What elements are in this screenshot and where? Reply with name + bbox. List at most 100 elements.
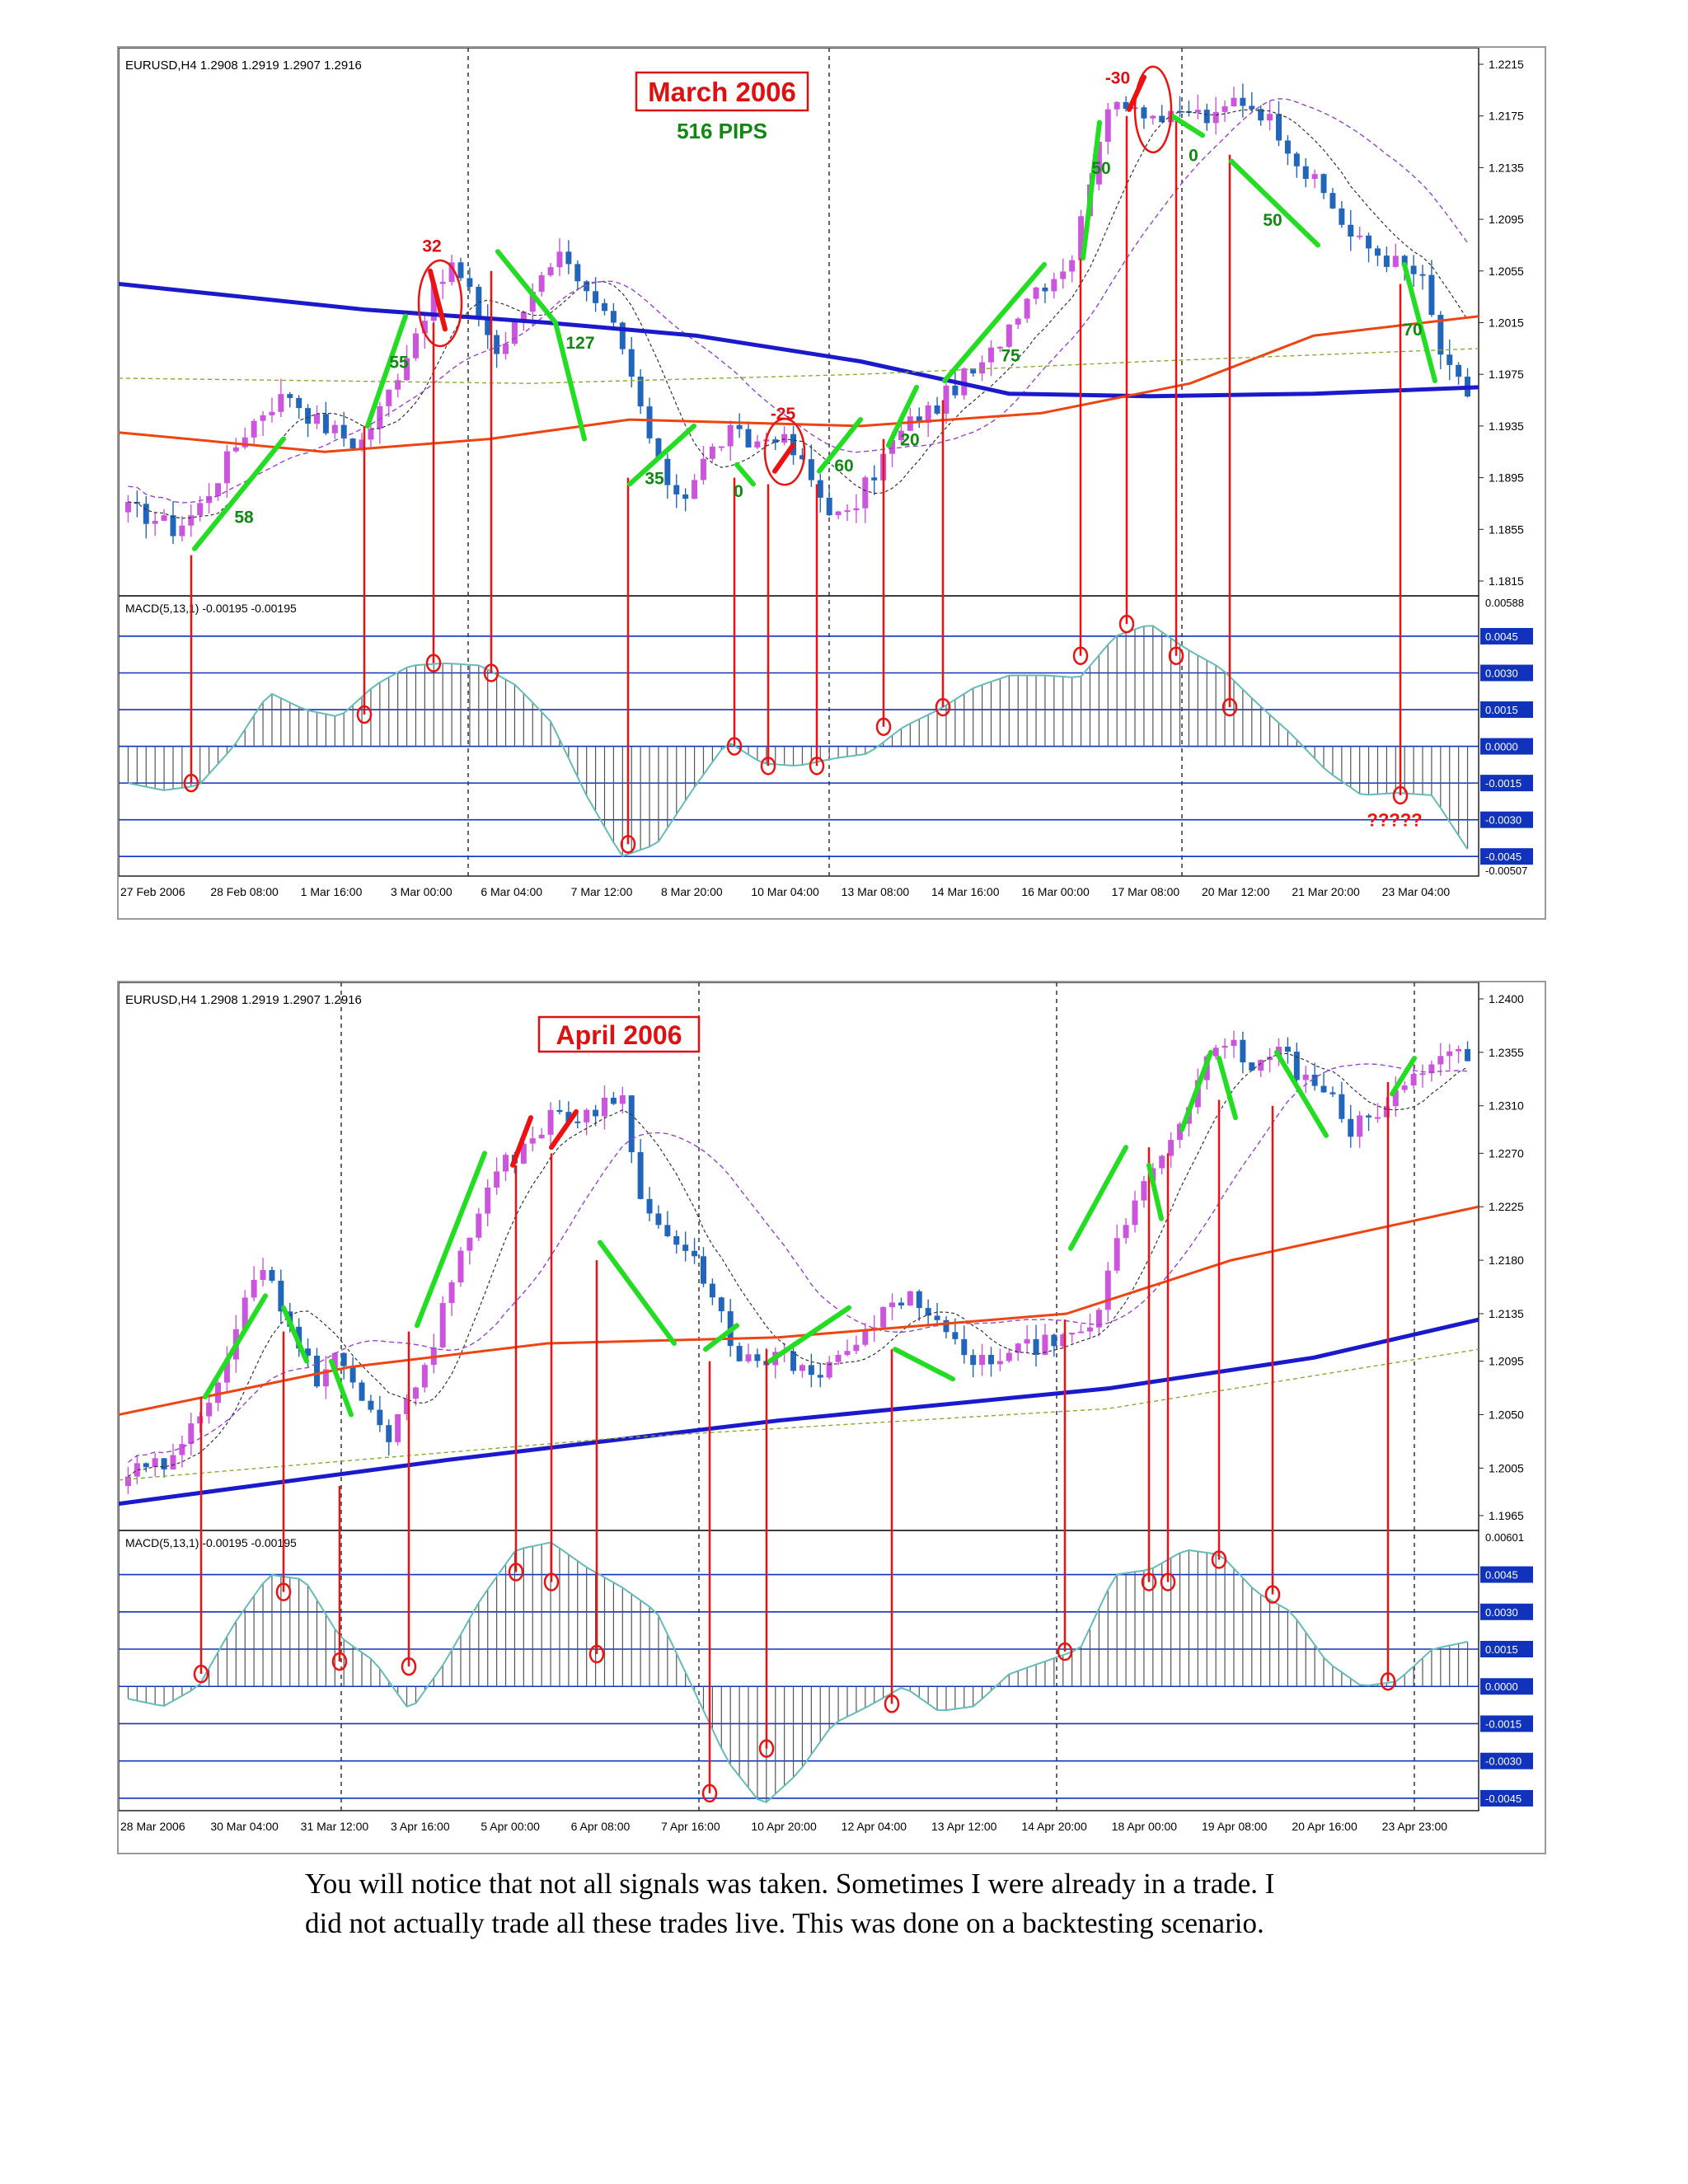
- time-label: 8 Mar 20:00: [661, 885, 723, 898]
- candle-body: [952, 385, 959, 396]
- winning-trade-stroke: [886, 384, 919, 448]
- candle-body: [619, 322, 626, 349]
- time-label: 3 Mar 00:00: [391, 885, 452, 898]
- ema-red-line: [119, 1205, 1479, 1416]
- candle-body: [1447, 354, 1453, 365]
- candle-body: [673, 485, 680, 494]
- candle-body: [1114, 1238, 1120, 1271]
- pip-label: 32: [422, 237, 441, 255]
- candle-body: [996, 1361, 1003, 1365]
- symbol-header: EURUSD,H4 1.2908 1.2919 1.2907 1.2916: [125, 59, 362, 73]
- time-label: 17 Mar 08:00: [1112, 885, 1180, 898]
- candle-body: [655, 1213, 662, 1226]
- time-label: 16 Mar 00:00: [1021, 885, 1090, 898]
- signal-circle: [1072, 646, 1089, 665]
- signal-circle: [1264, 1585, 1281, 1604]
- candle-body: [485, 1187, 491, 1214]
- candle-body: [700, 458, 706, 480]
- time-label: 13 Apr 12:00: [931, 1820, 997, 1833]
- candle-body: [1267, 114, 1273, 121]
- candle-body: [1357, 235, 1363, 237]
- macd-signal-line: [128, 1541, 1468, 1803]
- candle-body: [745, 429, 752, 448]
- signal-circle: [401, 1657, 417, 1676]
- macd-level-box: [1480, 738, 1533, 755]
- pip-label: 50: [1091, 159, 1110, 178]
- macd-level-box: [1480, 1789, 1533, 1807]
- signal-circle: [508, 1563, 524, 1582]
- price-tick-label: 1.2095: [1489, 1355, 1524, 1368]
- macd-signal-line: [128, 625, 1469, 857]
- candle-body: [988, 347, 994, 363]
- candle-body: [170, 515, 176, 537]
- macd-level-label: -0.0030: [1485, 814, 1522, 827]
- candle-body: [269, 1270, 275, 1282]
- price-tick-label: 1.1855: [1489, 523, 1524, 536]
- candle-body: [143, 1463, 149, 1468]
- pip-label: 55: [389, 353, 409, 372]
- pip-label: -25: [771, 405, 796, 424]
- candle-body: [1258, 109, 1264, 121]
- candle-body: [457, 1250, 464, 1283]
- candle-body: [511, 320, 518, 344]
- candle-body: [241, 1297, 248, 1329]
- candle-body: [565, 251, 572, 265]
- candle-body: [1060, 271, 1067, 279]
- candle-body: [340, 424, 347, 439]
- candle-body: [1231, 1039, 1237, 1047]
- time-label: 10 Apr 20:00: [751, 1820, 817, 1833]
- candle-body: [1051, 1334, 1057, 1347]
- macd-label: MACD(5,13,1) -0.00195 -0.00195: [125, 1536, 297, 1549]
- candle-body: [916, 1291, 922, 1309]
- time-label: 7 Apr 16:00: [661, 1820, 720, 1833]
- candle-body: [1015, 1343, 1021, 1353]
- winning-trade-stroke: [893, 1347, 955, 1382]
- chart-title: April 2006: [556, 1020, 682, 1050]
- signal-circle: [1211, 1550, 1227, 1569]
- candle-body: [314, 1355, 320, 1387]
- price-tick-label: 1.2400: [1489, 992, 1524, 1005]
- loss-highlight: [763, 418, 806, 486]
- candle-body: [898, 1302, 904, 1306]
- signal-circle: [1168, 646, 1184, 665]
- candle-body: [817, 480, 823, 498]
- loss-highlight: [1133, 65, 1173, 154]
- macd-level-label: 0.0030: [1485, 1606, 1518, 1619]
- candle-body: [664, 1225, 671, 1236]
- time-label: 6 Apr 08:00: [571, 1820, 631, 1833]
- candle-body: [709, 1283, 715, 1298]
- candle-body: [1366, 235, 1372, 249]
- macd-level-box: [1480, 1566, 1533, 1583]
- candle-body: [727, 424, 734, 447]
- candle-body: [1177, 1123, 1184, 1141]
- candle-body: [1419, 274, 1426, 276]
- candle-body: [844, 510, 851, 513]
- candle-body: [700, 1256, 706, 1284]
- macd-level-box: [1480, 1603, 1533, 1620]
- candle-body: [377, 1409, 383, 1426]
- april-chart: EURUSD,H4 1.2908 1.2919 1.2907 1.2916 1.2…: [117, 981, 1546, 1854]
- candle-body: [1465, 1048, 1471, 1062]
- candle-body: [610, 1097, 617, 1104]
- losing-trade-stroke: [510, 1115, 533, 1168]
- candle-body: [637, 376, 644, 407]
- price-tick-label: 1.2225: [1489, 1200, 1524, 1213]
- price-pane: [119, 48, 1479, 597]
- time-label: 7 Mar 12:00: [571, 885, 633, 898]
- signal-circle: [1380, 1671, 1396, 1691]
- candle-body: [1042, 287, 1048, 292]
- candle-body: [1123, 1225, 1129, 1239]
- candle-body: [278, 1281, 284, 1312]
- sma-olive-line: [119, 348, 1479, 384]
- candle-body: [215, 483, 222, 496]
- candle-body: [421, 321, 428, 334]
- candle-body: [152, 520, 158, 524]
- candle-body: [395, 1413, 401, 1442]
- time-label: 30 Mar 04:00: [210, 1820, 279, 1833]
- pip-label: 20: [900, 430, 919, 449]
- candle-body: [1033, 287, 1039, 299]
- candle-body: [1437, 1056, 1444, 1065]
- signal-circle: [356, 705, 373, 724]
- macd-level-label: -0.0015: [1485, 777, 1522, 790]
- candle-body: [1033, 1338, 1039, 1355]
